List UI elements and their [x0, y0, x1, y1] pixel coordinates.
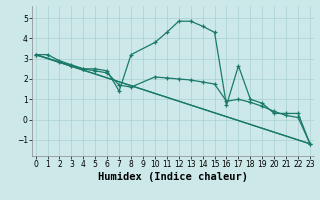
- X-axis label: Humidex (Indice chaleur): Humidex (Indice chaleur): [98, 172, 248, 182]
